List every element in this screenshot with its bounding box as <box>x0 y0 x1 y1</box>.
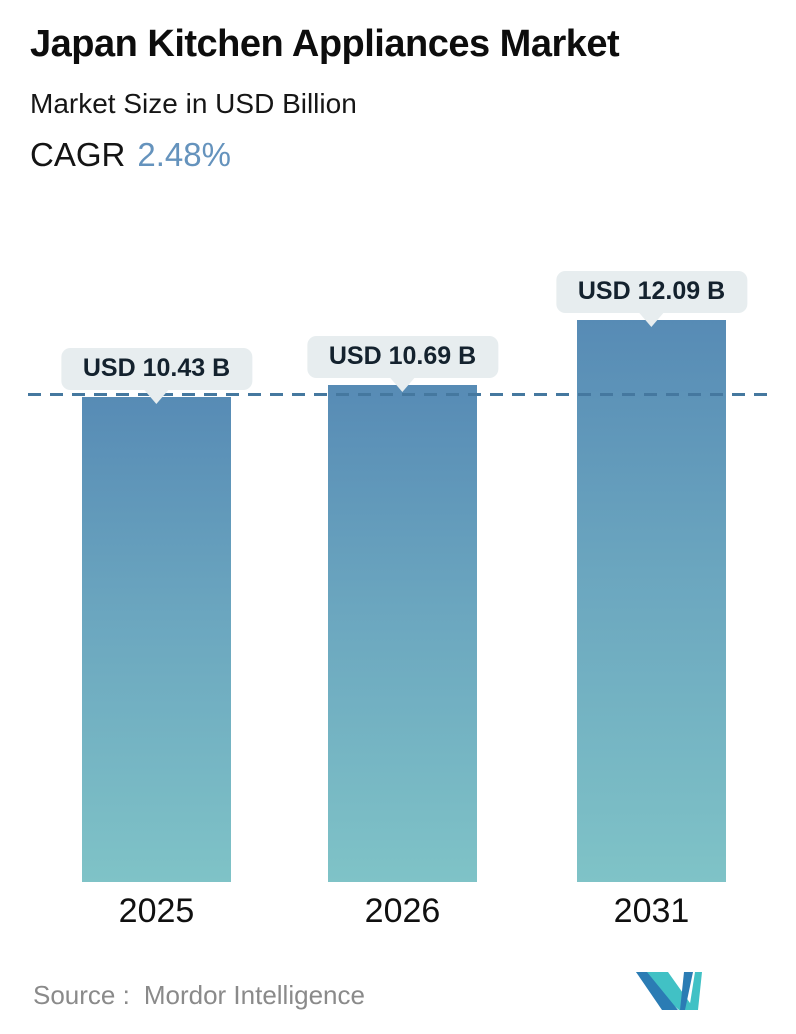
mordor-intelligence-logo <box>636 972 702 1010</box>
source-label: Source : <box>33 980 130 1010</box>
value-label-2025: USD 10.43 B <box>60 348 253 390</box>
bar-2026 <box>328 385 477 882</box>
source-value: Mordor Intelligence <box>143 980 365 1010</box>
page-title: Japan Kitchen Appliances Market <box>30 23 620 65</box>
bar-2025 <box>82 397 231 882</box>
chart-subtitle: Market Size in USD Billion <box>30 87 357 119</box>
chart-header: Japan Kitchen Appliances Market Market S… <box>30 23 620 174</box>
value-label-2031: USD 12.09 B <box>555 271 748 313</box>
source-line: Source : Mordor Intelligence <box>33 980 365 1011</box>
x-axis-label-2025: 2025 <box>118 892 195 930</box>
x-axis-label-2031: 2031 <box>613 892 690 930</box>
cagr-value: 2.48% <box>137 135 231 173</box>
bar-2031 <box>577 320 726 882</box>
cagr-label: CAGR <box>30 135 126 173</box>
x-axis-label-2026: 2026 <box>364 892 441 930</box>
reference-dashed-line <box>28 393 772 396</box>
cagr-row: CAGR 2.48% <box>30 136 619 174</box>
value-label-2026: USD 10.69 B <box>306 336 499 378</box>
